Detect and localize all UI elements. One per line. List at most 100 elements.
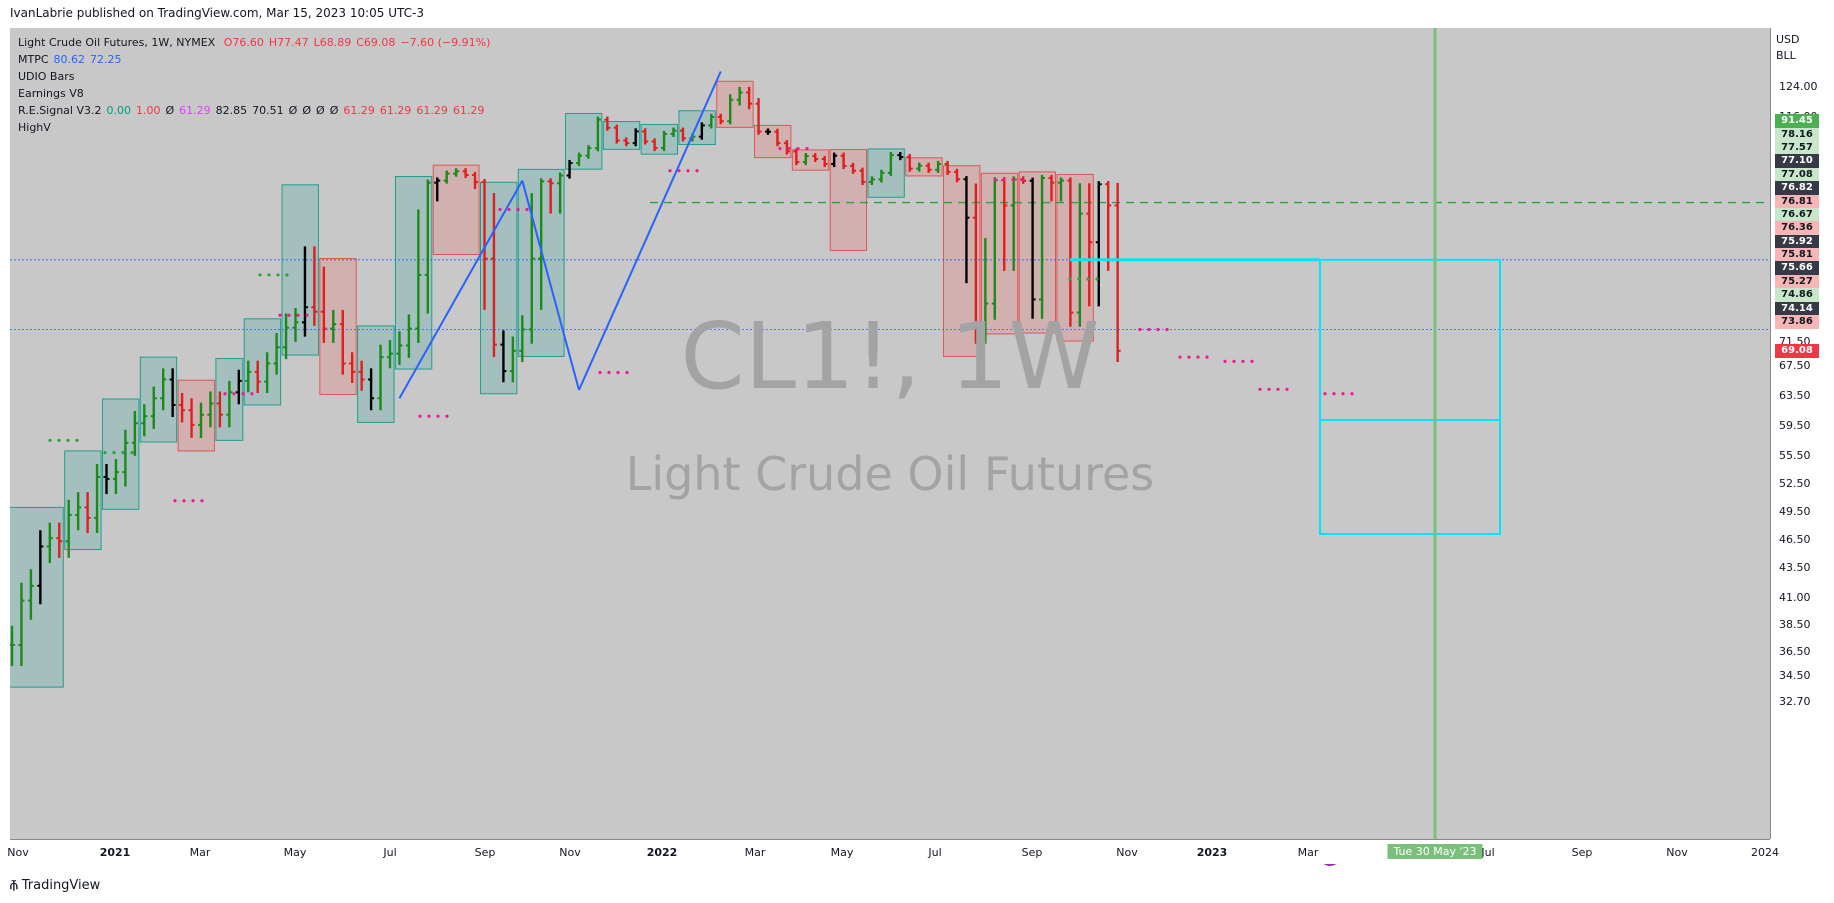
time-axis[interactable]: Nov 2021 Mar May Jul Sep Nov 2022 Mar May Jul Sep No… bbox=[7, 839, 1779, 864]
signal-dot bbox=[1068, 277, 1072, 281]
signal-dot bbox=[525, 207, 529, 212]
indicator-value: 61.29 bbox=[416, 104, 448, 117]
price-tick: 63.50 bbox=[1779, 389, 1811, 402]
signal-dot bbox=[75, 438, 79, 442]
price-tag: 75.27 bbox=[1775, 275, 1819, 289]
price-tick: 41.00 bbox=[1779, 591, 1811, 604]
signal-dot bbox=[1258, 387, 1262, 391]
signal-box bbox=[905, 157, 943, 177]
unit-label[interactable]: BLL bbox=[1776, 49, 1796, 62]
indicator-value: 61.29 bbox=[179, 104, 211, 117]
chart-pane[interactable]: CL1!, 1W Light Crude Oil Futures ⚡ bbox=[10, 28, 1770, 866]
signal-box bbox=[281, 184, 319, 356]
signal-dot bbox=[498, 207, 502, 212]
signal-dot bbox=[1020, 178, 1024, 182]
signal-box bbox=[791, 149, 830, 171]
signal-dot bbox=[1241, 359, 1245, 363]
signal-dot bbox=[1165, 327, 1169, 332]
price-axis[interactable]: 124.00116.0071.5067.5063.5059.5055.5052.… bbox=[1770, 28, 1834, 839]
price-tag: 76.82 bbox=[1775, 181, 1819, 195]
currency-label[interactable]: USD bbox=[1776, 33, 1800, 46]
signal-box bbox=[243, 318, 282, 406]
indicator-value: 61.29 bbox=[452, 104, 485, 117]
signal-box bbox=[480, 181, 518, 395]
signal-dot bbox=[993, 178, 997, 182]
indicator-value: Ø bbox=[302, 104, 312, 117]
indicator-row[interactable]: UDIO Bars bbox=[18, 68, 490, 85]
indicator-name: R.E.Signal V3.2 bbox=[18, 104, 102, 117]
signal-dot bbox=[287, 313, 291, 317]
signal-box bbox=[678, 110, 716, 146]
trend-line bbox=[521, 180, 580, 391]
time-tick: 2023 bbox=[1196, 846, 1228, 859]
ohlc-value: L68.89 bbox=[313, 36, 352, 49]
signal-box bbox=[64, 450, 102, 551]
signal-dot bbox=[607, 370, 611, 375]
indicator-row[interactable]: MTPC 80.62 72.25 bbox=[18, 51, 490, 68]
price-tick: 59.50 bbox=[1779, 419, 1811, 432]
indicator-row[interactable]: Earnings V8 bbox=[18, 85, 490, 102]
price-tag: 91.45 bbox=[1775, 114, 1819, 128]
price-tag: 75.92 bbox=[1775, 235, 1819, 249]
signal-dot bbox=[258, 273, 262, 277]
signal-dot bbox=[250, 392, 254, 396]
publish-info: IvanLabrie published on TradingView.com,… bbox=[10, 6, 424, 20]
signal-box bbox=[640, 123, 679, 155]
signal-dot bbox=[1095, 277, 1099, 281]
legend-symbol-row[interactable]: Light Crude Oil Futures, 1W, NYMEX O76.6… bbox=[18, 34, 490, 51]
price-tag: 74.14 bbox=[1775, 302, 1819, 316]
signal-dot bbox=[1323, 392, 1327, 396]
price-tick: 34.50 bbox=[1779, 669, 1811, 682]
price-axis-header: USD BLL bbox=[1776, 32, 1800, 64]
signal-box bbox=[943, 165, 981, 357]
signal-dot bbox=[1147, 327, 1151, 332]
price-tick: 49.50 bbox=[1779, 505, 1811, 518]
signal-dot bbox=[1178, 355, 1182, 359]
indicator-name: MTPC bbox=[18, 53, 49, 66]
time-tick: Sep bbox=[1021, 846, 1043, 859]
signal-dot bbox=[418, 414, 422, 418]
time-tick: May bbox=[283, 846, 307, 859]
signal-box bbox=[102, 398, 140, 510]
indicator-name: UDIO Bars bbox=[18, 70, 75, 83]
price-tag: 76.81 bbox=[1775, 195, 1819, 209]
signal-dot bbox=[112, 450, 116, 455]
trend-line bbox=[398, 180, 524, 399]
time-tick: Sep bbox=[1571, 846, 1593, 859]
signal-box bbox=[980, 172, 1019, 335]
signal-dot bbox=[1138, 327, 1142, 332]
brand-label: TradingView bbox=[21, 878, 101, 893]
signal-dot bbox=[1232, 359, 1236, 363]
signal-dot bbox=[182, 499, 186, 503]
signal-box bbox=[867, 148, 905, 198]
signal-box bbox=[602, 121, 641, 150]
signal-dot bbox=[278, 313, 282, 317]
signal-dot bbox=[427, 414, 431, 418]
price-tick: 36.50 bbox=[1779, 645, 1811, 658]
signal-dot bbox=[48, 438, 52, 442]
signal-dot bbox=[130, 450, 134, 455]
indicator-value: 0.00 bbox=[106, 104, 132, 117]
signal-dot bbox=[805, 146, 809, 151]
signal-dot bbox=[66, 438, 70, 442]
signal-dot bbox=[223, 392, 227, 396]
signal-dot bbox=[1276, 387, 1280, 391]
indicator-value: 1.00 bbox=[136, 104, 161, 117]
signal-dot bbox=[668, 169, 672, 173]
indicator-row[interactable]: HighV bbox=[18, 119, 490, 136]
tradingview-brand[interactable]: ⫚ TradingView bbox=[10, 878, 100, 893]
signal-dot bbox=[276, 273, 280, 277]
signal-dot bbox=[677, 169, 681, 173]
indicator-value: Ø bbox=[288, 104, 298, 117]
indicator-row[interactable]: R.E.Signal V3.2 0.00 1.00 Ø 61.29 82.85 70.51 Ø… bbox=[18, 102, 490, 119]
ohlc-values: O76.60 H77.47 L68.89 C69.08 −7.60 (−9.91%) bbox=[219, 36, 491, 49]
cursor-date-label: Tue 30 May '23 bbox=[1387, 844, 1483, 859]
signal-dot bbox=[616, 370, 620, 375]
indicator-value: Ø bbox=[329, 104, 339, 117]
time-tick: 2022 bbox=[646, 846, 678, 859]
ohlc-value: O76.60 bbox=[223, 36, 264, 49]
price-chart[interactable] bbox=[10, 28, 1770, 839]
time-tick: Sep bbox=[474, 846, 496, 859]
signal-dot bbox=[103, 450, 107, 455]
price-tick: 38.50 bbox=[1779, 618, 1811, 631]
